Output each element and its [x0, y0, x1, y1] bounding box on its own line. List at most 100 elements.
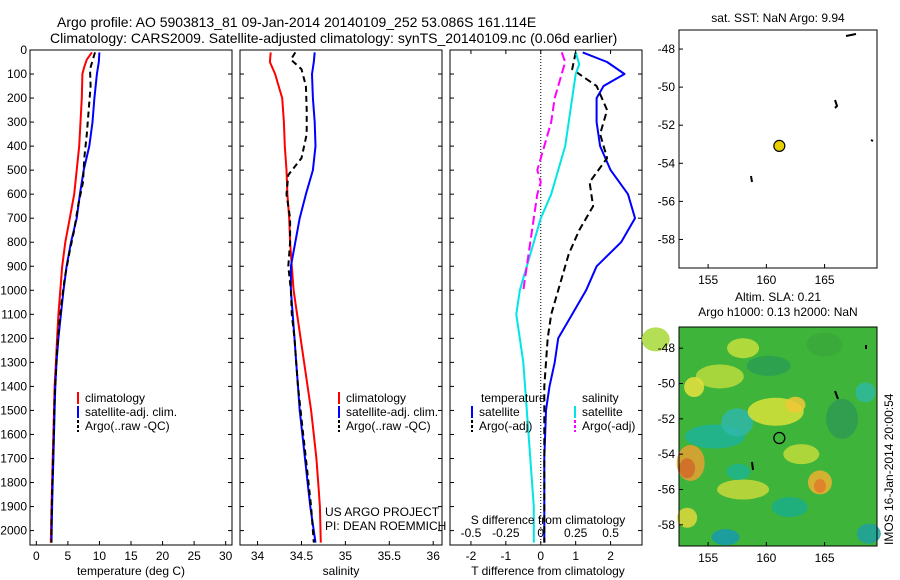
salinity-plot-frame [239, 49, 443, 546]
coastline-fragment [750, 175, 753, 183]
x-tick-label: 35.5 [378, 549, 402, 563]
temperature-series-line-1 [50, 52, 101, 543]
sla-heatmap [641, 327, 881, 546]
salinity-series-line-1 [289, 52, 317, 543]
y-tick-label: 400 [7, 139, 27, 153]
temperature-legend-item-label: climatology [85, 391, 145, 405]
sst-y-tick-label: -56 [658, 194, 676, 208]
salinity-legend-item-label: climatology [346, 391, 406, 405]
sla-blob [746, 355, 791, 376]
y-tick-label: 1300 [0, 355, 27, 369]
sst-map-title: sat. SST: NaN Argo: 9.94 [711, 11, 845, 25]
x-tick-label: 20 [156, 549, 170, 563]
temperature-series-line-2 [50, 52, 96, 543]
sla-blob [856, 523, 881, 544]
sla-blob [806, 332, 843, 357]
sst-y-tick-label: -58 [658, 232, 676, 246]
salinity-difference-tick-label: 0.25 [564, 526, 588, 540]
sla-blob [785, 396, 806, 413]
temperature-difference-axis-label: T difference from climatology [471, 564, 625, 578]
argo-position-marker [773, 139, 786, 152]
temperature-legend-title: temperature [481, 391, 546, 405]
salinity-difference-tick-label: -0.25 [492, 526, 520, 540]
x-tick-label: 0 [537, 549, 544, 563]
project-line-1: US ARGO PROJECT [325, 505, 440, 519]
y-tick-label: 1900 [0, 500, 27, 514]
y-tick-label: 200 [7, 91, 27, 105]
coastline-fragment [834, 99, 839, 109]
salinity-difference-tick-label: 0 [537, 526, 544, 540]
header: Argo profile: AO 5903813_81 09-Jan-2014 … [0, 0, 660, 48]
sla-y-tick-label: -48 [658, 341, 676, 355]
salinity-difference-axis-label: S difference from climatology [471, 513, 626, 527]
sla-blob [826, 398, 859, 439]
temperature-legend-item-label: satellite-adj. clim. [85, 405, 177, 419]
y-tick-label: 800 [7, 235, 27, 249]
salinity-difference-tick-label: -0.5 [461, 526, 482, 540]
sst-y-tick-label: -50 [658, 80, 676, 94]
salinity-series-line-0 [268, 52, 322, 543]
sla-map-subtitle: Argo h1000: 0.13 h2000: NaN [698, 305, 857, 319]
x-tick-label: 0 [33, 549, 40, 563]
title-line-2: Climatology: CARS2009. Satellite-adjuste… [50, 30, 618, 46]
sst-x-tick-label: 160 [756, 273, 776, 287]
y-tick-label: 1100 [1, 307, 27, 321]
x-tick-label: 36 [427, 549, 441, 563]
y-tick-label: 900 [7, 259, 27, 273]
sla-blob [684, 377, 705, 398]
salinity-x-axis-label: salinity [323, 564, 360, 578]
sla-blob [717, 479, 770, 500]
sla-blob [641, 327, 670, 352]
diff-legend-temp-argo-label: Argo(-adj) [479, 419, 532, 433]
y-tick-label: 1600 [0, 427, 27, 441]
y-tick-label: 2000 [0, 524, 27, 538]
sst-y-tick-label: -54 [658, 156, 676, 170]
difference-series-line-0 [543, 51, 636, 543]
sla-blob [695, 364, 744, 389]
x-tick-label: -1 [501, 549, 512, 563]
salinity-legend-title: salinity [582, 391, 619, 405]
coastline-fragment [751, 461, 754, 471]
x-tick-label: 10 [93, 549, 107, 563]
salinity-series-line-2 [285, 51, 315, 543]
sla-blob [727, 338, 760, 359]
sst-x-tick-label: 165 [815, 273, 835, 287]
diff-legend-temp-satellite-label: satellite [479, 405, 520, 419]
y-tick-label: 600 [7, 187, 27, 201]
project-line-2: PI: DEAN ROEMMICH [325, 519, 446, 533]
sla-blob [813, 478, 826, 493]
sla-y-tick-label: -50 [658, 377, 676, 391]
title-line-1: Argo profile: AO 5903813_81 09-Jan-2014 … [57, 14, 537, 30]
x-tick-label: 15 [124, 549, 138, 563]
coastline-fragment [870, 139, 874, 142]
x-tick-label: 25 [187, 549, 201, 563]
difference-series-line-1 [543, 52, 609, 543]
x-tick-label: 34 [251, 549, 265, 563]
sla-blob [677, 507, 698, 528]
temperature-legend-item-label: Argo(..raw -QC) [85, 419, 170, 433]
y-tick-label: 100 [7, 67, 27, 81]
x-tick-label: 35 [339, 549, 353, 563]
sla-blob [721, 408, 754, 437]
x-tick-label: 30 [219, 549, 233, 563]
sla-y-tick-label: -52 [658, 412, 676, 426]
y-tick-label: 700 [7, 211, 27, 225]
coastline-fragment [845, 33, 857, 37]
y-tick-label: 0 [20, 43, 27, 57]
sst-map-frame [678, 29, 878, 269]
sla-blob [783, 444, 820, 465]
sla-blob [711, 529, 740, 546]
salinity-legend-item-label: satellite-adj. clim. [346, 405, 438, 419]
y-tick-label: 1000 [0, 283, 27, 297]
difference-series-line-3 [522, 52, 567, 291]
difference-series-line-2 [515, 52, 581, 543]
sla-blob [679, 458, 696, 479]
sla-blob [855, 382, 876, 403]
sla-blob [771, 497, 808, 518]
argo-position-marker [773, 431, 786, 445]
x-tick-label: 5 [65, 549, 72, 563]
y-tick-label: 1700 [0, 451, 27, 465]
sla-x-tick-label: 155 [698, 551, 718, 565]
sla-blob [726, 463, 751, 480]
temperature-series-line-0 [49, 51, 93, 543]
